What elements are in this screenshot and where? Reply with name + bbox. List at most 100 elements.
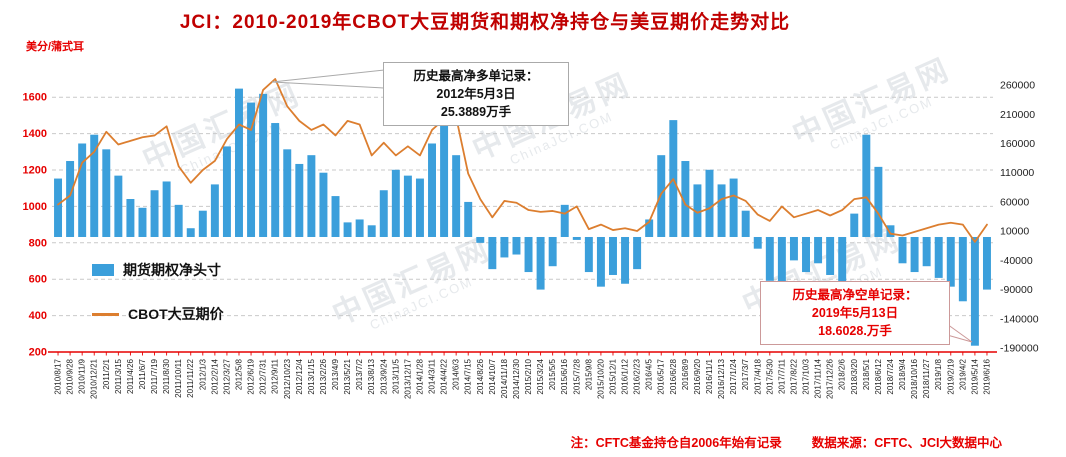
x-axis-label: 2013/9/24 — [379, 358, 388, 394]
annotation-max-long-record: 历史最高净多单记录： 2012年5月3日 25.3889万手 — [383, 62, 569, 127]
net-position-bar — [838, 236, 847, 290]
net-position-bar — [343, 222, 352, 237]
footnote-note: 注：CFTC基金持仓自2006年始有记录 — [570, 436, 782, 450]
net-position-bar — [753, 236, 762, 249]
annotation-max-long-value: 25.3889万手 — [440, 105, 512, 120]
legend-label-price: CBOT大豆期价 — [128, 306, 224, 322]
net-position-bar — [198, 210, 207, 237]
footnote: 注：CFTC基金持仓自2006年始有记录 数据来源：CFTC、JCI大数据中心 — [571, 432, 1002, 451]
right-axis-tick-label: 210000 — [1000, 109, 1035, 121]
net-position-bar — [874, 166, 883, 237]
left-axis-tick-label: 1600 — [23, 92, 47, 104]
x-axis-label: 2013/11/5 — [391, 358, 400, 394]
x-axis-label: 2019/1/8 — [934, 358, 943, 390]
net-position-bar — [826, 236, 835, 275]
x-axis-label: 2016/2/23 — [633, 358, 642, 394]
x-axis-label: 2011/11/22 — [186, 358, 195, 397]
x-axis-label: 2012/9/11 — [271, 358, 280, 394]
x-axis-label: 2015/3/24 — [536, 358, 545, 394]
right-axis-tick-label: 10000 — [1000, 226, 1029, 238]
x-axis-label: 2013/5/21 — [343, 358, 352, 394]
net-position-bar — [464, 201, 473, 237]
x-axis-label: 2016/8/9 — [681, 358, 690, 390]
net-position-bar — [391, 169, 400, 237]
net-position-bar — [379, 190, 388, 237]
x-axis-label: 2011/3/15 — [114, 358, 123, 394]
x-axis-label: 2016/5/17 — [657, 358, 666, 394]
net-position-bar — [102, 149, 111, 237]
x-axis-label: 2013/8/13 — [367, 358, 376, 394]
x-axis-label: 2011/7/19 — [150, 358, 159, 394]
net-position-bar — [910, 236, 919, 273]
net-position-bar — [862, 134, 871, 237]
net-position-bar — [548, 236, 557, 267]
legend-item-price: CBOT大豆期价 — [92, 304, 224, 324]
net-position-bar — [693, 184, 702, 237]
x-axis-label: 2013/7/2 — [355, 358, 364, 390]
net-position-bar — [717, 184, 726, 237]
x-axis-label: 2015/6/16 — [560, 358, 569, 394]
x-axis-label: 2010/11/9 — [78, 358, 87, 394]
x-axis-label: 2019/5/14 — [970, 358, 979, 394]
net-position-bar — [476, 236, 485, 243]
x-axis-label: 2015/9/8 — [584, 358, 593, 390]
net-position-bar — [789, 236, 798, 261]
net-position-bar — [621, 236, 630, 284]
x-axis-label: 2017/7/11 — [777, 358, 786, 394]
right-axis-tick-label: -140000 — [1000, 313, 1039, 325]
net-position-bar — [814, 236, 823, 264]
net-position-bar — [138, 207, 147, 237]
x-axis-label: 2014/12/30 — [512, 358, 521, 399]
legend-item-net-position: 期货期权净头寸 — [92, 260, 224, 280]
net-position-bar — [934, 236, 943, 278]
net-position-bar — [645, 219, 654, 237]
net-position-bar — [319, 172, 328, 237]
x-axis-label: 2014/1/28 — [415, 358, 424, 394]
x-axis-label: 2010/9/28 — [66, 358, 75, 394]
x-axis-label: 2015/7/28 — [572, 358, 581, 394]
x-axis-label: 2017/4/18 — [753, 358, 762, 394]
x-axis-label: 2012/5/8 — [234, 358, 243, 390]
x-axis-label: 2016/6/28 — [669, 358, 678, 394]
net-position-bar — [777, 236, 786, 293]
net-position-bar — [126, 199, 135, 237]
left-axis-tick-label: 800 — [29, 237, 47, 249]
net-position-bar — [729, 178, 738, 237]
net-position-bar — [741, 210, 750, 237]
x-axis-label: 2018/11/27 — [922, 358, 931, 398]
net-position-bar — [657, 155, 666, 237]
net-position-bar — [536, 236, 545, 290]
annotation-max-long-title: 历史最高净多单记录： — [413, 69, 539, 83]
net-position-bar — [235, 88, 243, 237]
net-position-bar — [307, 155, 316, 237]
x-axis-label: 2017/11/14 — [814, 358, 823, 398]
x-axis-label: 2019/2/19 — [946, 358, 955, 394]
x-axis-label: 2013/2/26 — [319, 358, 328, 394]
x-axis-label: 2017/1/24 — [729, 358, 738, 394]
annotation-max-long-date: 2012年5月3日 — [436, 87, 516, 102]
x-axis-label: 2011/4/26 — [126, 358, 135, 394]
net-position-bar — [705, 169, 714, 237]
net-position-bar — [114, 175, 123, 237]
x-axis-label: 2017/8/22 — [789, 358, 798, 394]
net-position-bar — [922, 236, 931, 267]
net-position-bar — [259, 93, 268, 237]
net-position-bar — [247, 102, 256, 237]
x-axis-label: 2014/3/11 — [428, 358, 437, 394]
right-axis-tick-label: 60000 — [1000, 196, 1029, 208]
right-axis-tick-label: -90000 — [1000, 284, 1033, 296]
x-axis-label: 2014/6/3 — [452, 358, 461, 390]
bar-series-swatch — [92, 264, 114, 276]
net-position-bar — [596, 236, 605, 287]
net-position-bar — [452, 155, 461, 237]
net-position-bar — [355, 219, 364, 237]
net-position-bar — [295, 163, 304, 237]
x-axis-label: 2012/7/31 — [259, 358, 268, 394]
right-axis-tick-label: 160000 — [1000, 138, 1035, 150]
line-series-swatch — [92, 312, 119, 316]
price-line — [57, 78, 988, 243]
x-axis-label: 2018/7/24 — [886, 358, 895, 394]
right-axis-tick-label: 260000 — [1000, 80, 1035, 92]
x-axis-label: 2015/5/5 — [548, 358, 557, 390]
